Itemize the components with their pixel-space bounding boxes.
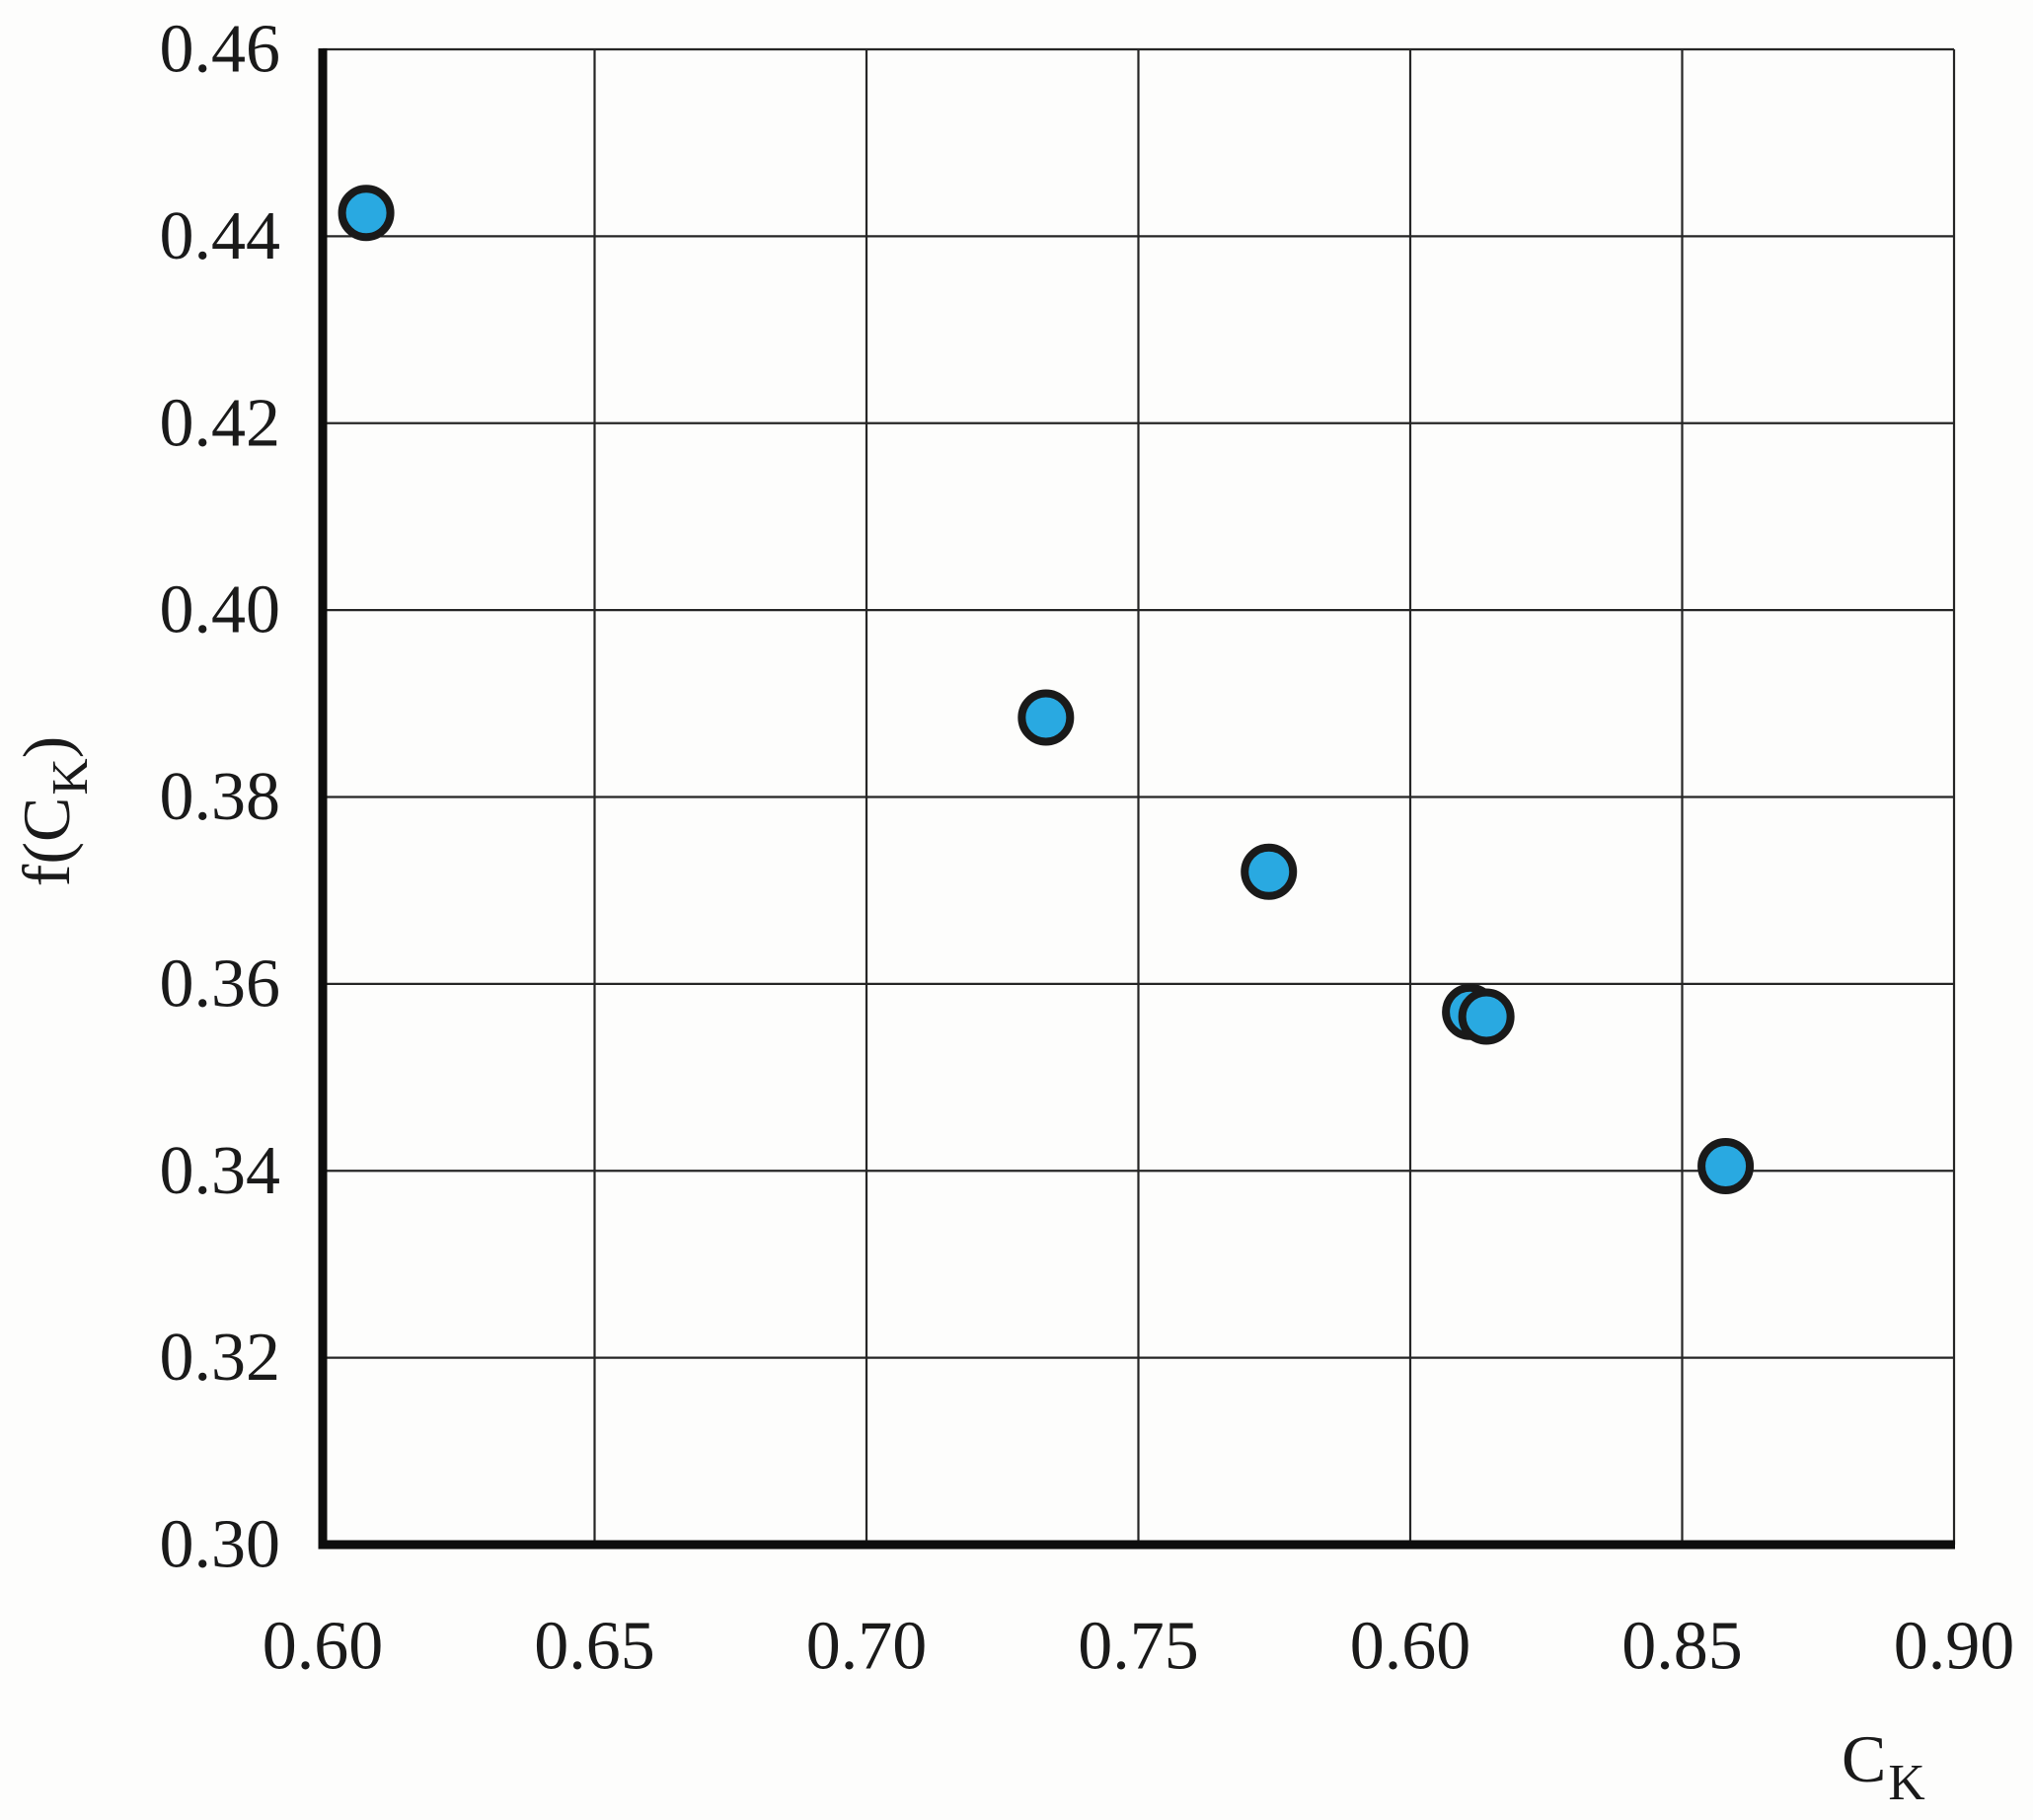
x-axis-title-text: C <box>1842 1721 1887 1796</box>
y-tick-label: 0.46 <box>160 12 281 88</box>
data-point <box>1241 843 1298 900</box>
data-point <box>338 185 395 242</box>
y-axis-title-text: f(C <box>8 796 84 887</box>
data-point <box>1017 689 1075 746</box>
y-axis-title-subscript: K <box>41 758 99 796</box>
y-axis-title-close: ) <box>8 735 84 759</box>
data-point <box>1458 988 1515 1045</box>
x-axis-title: CK <box>1842 1725 1925 1808</box>
x-tick-label: 0.85 <box>1621 1609 1743 1685</box>
y-tick-label: 0.38 <box>160 759 281 835</box>
y-tick-label: 0.32 <box>160 1320 281 1396</box>
x-axis-title-subscript: K <box>1888 1754 1925 1811</box>
x-tick-label: 0.60 <box>263 1609 384 1685</box>
y-axis-title: f(CK) <box>9 736 99 887</box>
y-tick-label: 0.30 <box>160 1507 281 1583</box>
y-tick-label: 0.40 <box>160 572 281 648</box>
x-tick-label: 0.75 <box>1078 1609 1199 1685</box>
data-point <box>1697 1138 1755 1195</box>
x-tick-label: 0.90 <box>1894 1609 2015 1685</box>
y-tick-label: 0.36 <box>160 946 281 1022</box>
x-tick-label: 0.70 <box>806 1609 928 1685</box>
x-tick-label: 0.65 <box>534 1609 655 1685</box>
x-tick-label: 0.60 <box>1350 1609 1471 1685</box>
y-tick-label: 0.44 <box>160 198 281 274</box>
y-tick-label: 0.34 <box>160 1133 281 1209</box>
y-tick-label: 0.42 <box>160 385 281 461</box>
